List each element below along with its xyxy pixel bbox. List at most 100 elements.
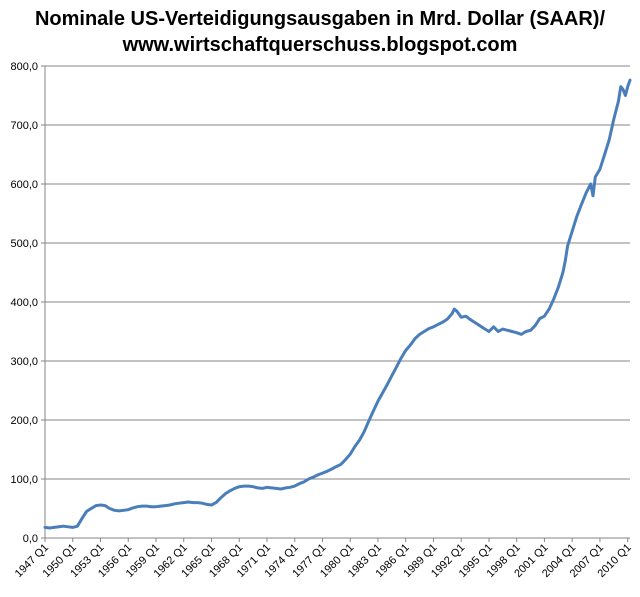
- data-point: [118, 510, 120, 512]
- data-point: [451, 313, 453, 315]
- data-point: [132, 507, 134, 509]
- data-point: [271, 487, 273, 489]
- data-point: [608, 139, 610, 141]
- data-point: [414, 338, 416, 340]
- data-point: [326, 470, 328, 472]
- data-point: [127, 509, 129, 511]
- data-point: [284, 487, 287, 489]
- y-tick-label: 100,0: [10, 474, 38, 486]
- chart-subtitle: www.wirtschaftquerschuss.blogspot.com: [122, 34, 518, 56]
- data-point: [104, 505, 106, 507]
- data-point: [627, 86, 629, 88]
- data-point: [345, 458, 347, 461]
- data-point: [400, 357, 402, 359]
- y-axis: 0,0 100,0 200,0 300,0 400,0 500,0 600,0 700,0 80…: [10, 61, 46, 545]
- data-point: [335, 466, 337, 468]
- data-point: [331, 468, 333, 470]
- data-point: [67, 526, 69, 528]
- data-point: [220, 497, 222, 499]
- data-point: [201, 502, 203, 504]
- data-point: [553, 298, 555, 300]
- data-point: [571, 230, 573, 232]
- data-point: [395, 366, 398, 368]
- data-point: [456, 310, 458, 312]
- data-point: [303, 481, 305, 483]
- data-point: [620, 86, 622, 88]
- data-point: [405, 349, 407, 351]
- data-point: [363, 431, 365, 433]
- data-point: [234, 487, 236, 489]
- data-point: [340, 463, 342, 465]
- data-point: [294, 485, 296, 487]
- data-point: [349, 453, 351, 455]
- data-point: [113, 509, 115, 511]
- y-tick-label: 400,0: [10, 297, 38, 309]
- gridlines: [45, 65, 630, 480]
- data-point: [224, 493, 226, 495]
- data-point: [183, 502, 185, 504]
- data-point: [178, 502, 180, 504]
- data-point: [146, 505, 148, 507]
- data-point: [622, 89, 624, 91]
- data-point: [62, 525, 65, 527]
- y-tick-label: 600,0: [10, 179, 38, 191]
- y-tick-label: 300,0: [10, 356, 38, 368]
- data-point: [141, 505, 143, 507]
- data-point: [432, 326, 435, 328]
- data-point: [252, 486, 254, 488]
- data-point: [238, 486, 240, 488]
- series-line: [43, 78, 632, 530]
- data-point: [386, 384, 388, 386]
- data-point: [317, 474, 319, 476]
- data-point: [99, 504, 102, 506]
- data-point: [206, 503, 208, 505]
- data-point: [557, 286, 559, 288]
- data-point: [483, 328, 485, 330]
- data-point: [409, 344, 411, 346]
- data-point: [215, 502, 217, 504]
- data-point: [266, 486, 268, 488]
- data-point: [81, 517, 83, 520]
- data-point: [474, 322, 476, 324]
- data-point: [446, 318, 448, 320]
- data-point: [511, 330, 513, 333]
- data-point: [624, 94, 627, 97]
- data-point: [257, 487, 259, 489]
- data-point: [453, 308, 455, 310]
- data-point: [169, 504, 171, 506]
- data-point: [488, 330, 490, 333]
- data-point: [275, 487, 277, 489]
- data-point: [58, 526, 60, 528]
- y-tick-label: 0,0: [23, 533, 38, 545]
- data-point: [358, 439, 361, 441]
- data-point: [368, 420, 370, 422]
- data-point: [525, 330, 527, 333]
- data-point: [229, 490, 231, 492]
- data-point: [197, 502, 199, 504]
- data-point: [617, 100, 620, 102]
- data-point: [53, 526, 55, 529]
- data-point: [629, 79, 631, 81]
- data-point: [543, 315, 546, 317]
- data-point: [44, 526, 46, 529]
- data-point: [437, 323, 439, 325]
- data-point: [520, 333, 522, 335]
- data-point: [321, 472, 324, 474]
- data-point: [123, 509, 125, 511]
- data-point: [247, 485, 250, 487]
- data-point: [516, 332, 518, 334]
- data-point: [592, 195, 594, 197]
- data-point: [539, 317, 541, 320]
- data-point: [534, 325, 536, 327]
- data-point: [382, 392, 384, 394]
- data-point: [76, 525, 78, 527]
- data-point: [173, 503, 176, 505]
- data-point: [160, 505, 162, 507]
- data-point: [465, 315, 467, 317]
- data-point: [377, 400, 379, 402]
- data-point: [210, 504, 213, 506]
- data-point: [136, 506, 139, 508]
- data-point: [576, 215, 578, 217]
- data-point: [613, 118, 615, 120]
